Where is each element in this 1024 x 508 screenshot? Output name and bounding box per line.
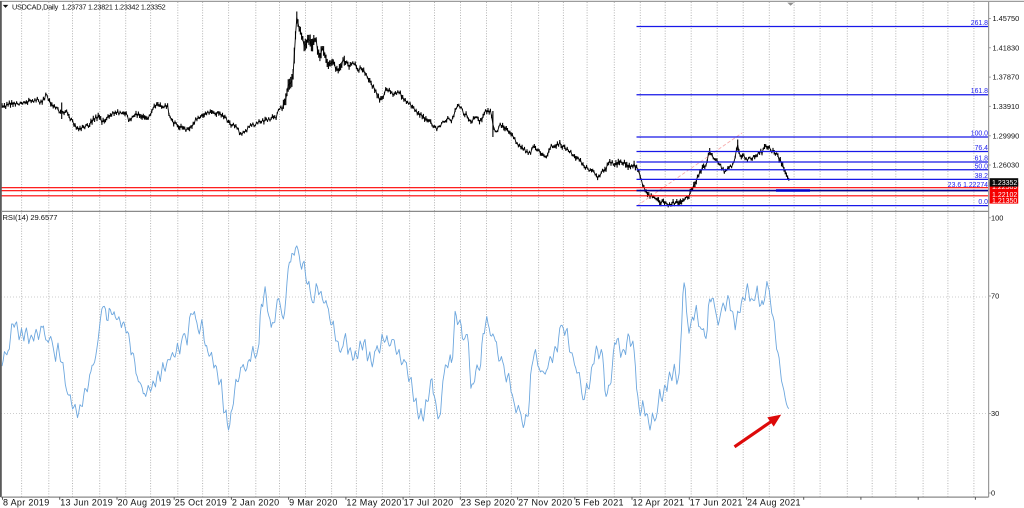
svg-text:30: 30 [991,409,999,418]
svg-text:RSI(14) 29.6577: RSI(14) 29.6577 [3,213,58,222]
svg-text:27 Nov 2020: 27 Nov 2020 [518,497,572,507]
svg-text:1.22102: 1.22102 [992,192,1017,199]
svg-text:100: 100 [991,213,1003,222]
svg-text:1.22589: 1.22589 [992,184,1017,191]
svg-text:24 Aug 2021: 24 Aug 2021 [747,497,801,507]
svg-text:12 May 2020: 12 May 2020 [346,497,401,507]
svg-text:100.0: 100.0 [971,131,988,138]
svg-text:1.29990: 1.29990 [993,131,1020,140]
svg-text:9 Mar 2020: 9 Mar 2020 [289,497,338,507]
svg-text:17 Jul 2020: 17 Jul 2020 [404,497,454,507]
svg-text:0.0: 0.0 [978,199,988,206]
svg-text:1.41830: 1.41830 [993,43,1020,52]
svg-text:1.37870: 1.37870 [993,73,1020,82]
svg-text:13 Jun 2019: 13 Jun 2019 [60,497,113,507]
svg-text:25 Oct 2019: 25 Oct 2019 [175,497,227,507]
svg-text:12 Apr 2021: 12 Apr 2021 [633,497,685,507]
svg-text:161.8: 161.8 [971,88,988,95]
svg-text:5 Feb 2021: 5 Feb 2021 [575,497,624,507]
svg-text:0: 0 [991,489,995,498]
svg-text:17 Jun 2021: 17 Jun 2021 [690,497,743,507]
svg-text:1.33910: 1.33910 [993,102,1020,111]
svg-text:1.23352: 1.23352 [992,180,1017,187]
svg-text:1.26030: 1.26030 [993,161,1020,170]
svg-text:23.6 1.22274: 23.6 1.22274 [948,182,988,189]
svg-text:23 Sep 2020: 23 Sep 2020 [461,497,515,507]
svg-text:USDCAD,Daily 1.23737 1.23821: USDCAD,Daily 1.23737 1.23821 1.23342 1.2… [12,2,166,11]
svg-text:38.2: 38.2 [975,173,989,180]
svg-text:50.0: 50.0 [975,163,989,170]
svg-text:20 Aug 2019: 20 Aug 2019 [118,497,172,507]
svg-text:1.21350: 1.21350 [992,198,1017,205]
svg-text:61.8: 61.8 [975,156,989,163]
svg-text:70: 70 [991,292,999,301]
svg-text:2 Jan 2020: 2 Jan 2020 [232,497,280,507]
svg-text:1.45750: 1.45750 [993,14,1020,23]
svg-text:76.4: 76.4 [975,145,989,152]
svg-text:8 Apr 2019: 8 Apr 2019 [3,497,50,507]
svg-text:261.8: 261.8 [971,20,988,27]
